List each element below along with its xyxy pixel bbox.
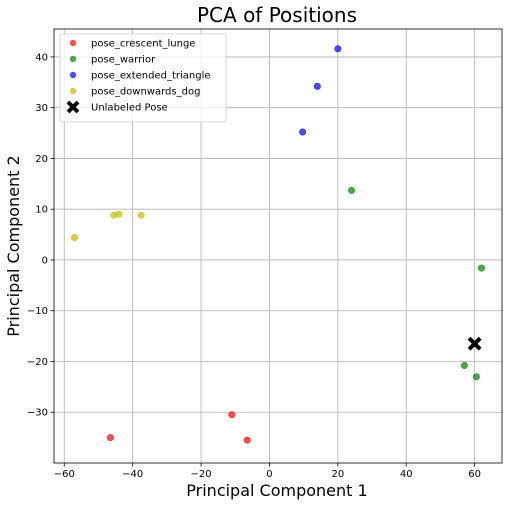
data-point xyxy=(106,434,114,442)
y-tick-label: 10 xyxy=(35,205,48,216)
legend-label: pose_downwards_dog xyxy=(91,87,200,98)
data-point xyxy=(477,264,485,272)
data-point xyxy=(460,362,468,370)
data-point xyxy=(472,373,480,381)
y-tick-label: 20 xyxy=(35,154,48,165)
legend-x-icon xyxy=(66,100,80,114)
ticks: −60 −40 −20 0 20 40 60 −30 −20 −10 0 10 20 30 40 xyxy=(27,52,481,480)
unlabeled-pose-marker xyxy=(467,336,482,351)
legend-marker xyxy=(69,55,77,63)
data-point xyxy=(137,211,145,219)
legend-marker xyxy=(69,87,77,95)
x-axis-label: Principal Component 1 xyxy=(186,481,367,500)
legend-label: pose_crescent_lunge xyxy=(91,39,195,50)
y-tick-label: −10 xyxy=(27,306,48,317)
legend-label: Unlabeled Pose xyxy=(91,103,168,114)
legend-box xyxy=(59,33,227,123)
data-point xyxy=(115,210,123,218)
data-point xyxy=(313,82,321,90)
x-tick-label: −40 xyxy=(122,469,143,480)
y-tick-label: 0 xyxy=(42,255,48,266)
data-points xyxy=(71,45,485,444)
x-tick-label: 60 xyxy=(468,469,481,480)
legend-marker xyxy=(69,39,77,47)
y-tick-label: 40 xyxy=(35,52,48,63)
legend: pose_crescent_lunge pose_warrior pose_exte… xyxy=(59,33,227,123)
y-axis-label: Principal Component 2 xyxy=(4,155,23,336)
x-tick-label: −60 xyxy=(54,469,75,480)
y-tick-label: −30 xyxy=(27,408,48,419)
chart-title: PCA of Positions xyxy=(197,3,357,27)
x-tick-label: 40 xyxy=(400,469,413,480)
legend-marker xyxy=(69,71,77,79)
data-point xyxy=(299,128,307,136)
data-point xyxy=(228,411,236,419)
x-tick-label: 20 xyxy=(331,469,344,480)
data-point xyxy=(71,234,79,242)
data-point xyxy=(334,45,342,53)
data-point xyxy=(243,436,251,444)
legend-label: pose_warrior xyxy=(91,55,156,66)
y-tick-label: −20 xyxy=(27,357,48,368)
data-point xyxy=(348,186,356,194)
plot-frame xyxy=(53,28,503,464)
x-tick-label: −20 xyxy=(190,469,211,480)
legend-label: pose_extended_triangle xyxy=(91,71,211,82)
x-tick-label: 0 xyxy=(266,469,272,480)
y-tick-label: 30 xyxy=(35,103,48,114)
